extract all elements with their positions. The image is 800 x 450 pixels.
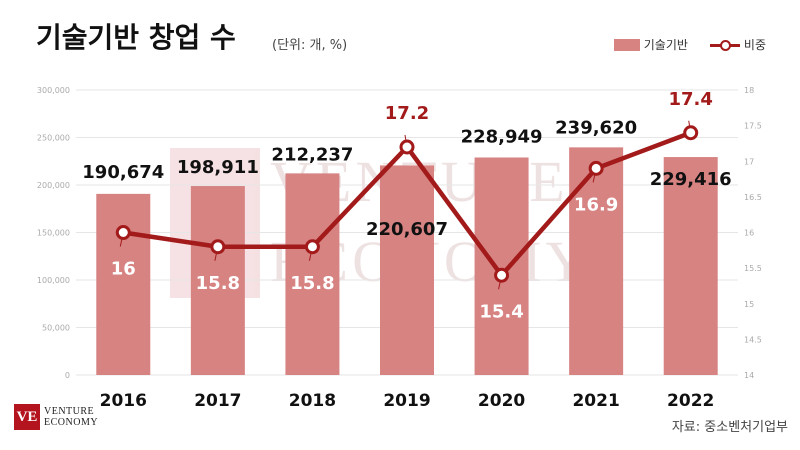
legend-bar-label: 기술기반 (643, 38, 688, 52)
x-tick-label: 2016 (100, 391, 147, 411)
y-left-tick-label: 50,000 (42, 324, 70, 333)
legend-line-swatch (709, 39, 740, 51)
y-right-tick-label: 16.5 (744, 193, 762, 202)
logo-words: VENTURE ECONOMY (44, 406, 98, 428)
bar-data-label: 212,237 (271, 144, 353, 165)
bar (474, 157, 529, 375)
x-tick-label: 2021 (572, 391, 619, 411)
y-left-tick-label: 300,000 (37, 86, 70, 95)
line-data-label: 15.4 (479, 301, 523, 322)
x-tick-label: 2020 (478, 391, 525, 411)
bar-data-label: 198,911 (177, 157, 259, 178)
line-data-label: 15.8 (290, 273, 334, 294)
line-marker (683, 125, 699, 141)
y-right-tick-label: 17.5 (744, 122, 762, 131)
brand-logo: VE VENTURE ECONOMY (14, 404, 98, 430)
y-left-tick-label: 200,000 (37, 181, 70, 190)
legend: 기술기반 비중 (613, 36, 766, 53)
legend-item-line: 비중 (709, 36, 766, 53)
x-tick-label: 2019 (383, 391, 430, 411)
bar (663, 157, 718, 375)
bar-data-label: 190,674 (82, 162, 164, 183)
y-left-tick-label: 100,000 (37, 276, 70, 285)
y-right-tick-label: 15 (744, 300, 754, 309)
legend-item-bar: 기술기반 (613, 36, 688, 53)
line-marker (115, 225, 131, 240)
line-marker (210, 239, 226, 255)
logo-line2: ECONOMY (44, 417, 99, 428)
bar (569, 147, 624, 375)
line-marker (399, 139, 415, 155)
logo-mark: VE (14, 404, 40, 430)
bar (380, 165, 434, 375)
x-tick-label: 2018 (289, 391, 336, 411)
y-left-tick-label: 150,000 (37, 229, 70, 238)
y-right-tick-label: 14 (744, 371, 754, 380)
logo-line1: VENTURE (44, 406, 95, 417)
unit-label: (단위: 개, %) (272, 38, 348, 53)
y-right-tick-label: 17 (744, 157, 754, 166)
legend-bar-swatch (613, 38, 640, 51)
bar-data-label: 220,607 (366, 219, 448, 240)
y-left-tick-label: 0 (65, 371, 70, 380)
y-left-tick-label: 250,000 (37, 134, 70, 143)
source-note: 자료: 중소벤처기업부 (671, 420, 788, 435)
line-marker (304, 239, 320, 255)
line-data-label: 16 (111, 259, 136, 280)
bar (190, 186, 245, 375)
line-marker (494, 267, 510, 283)
line-marker (588, 160, 604, 176)
bar-data-label: 228,949 (461, 126, 543, 147)
chart-title: 기술기반 창업 수 (36, 21, 236, 54)
x-tick-label: 2022 (667, 391, 714, 411)
bar (96, 193, 151, 375)
line-data-label: 17.4 (669, 89, 713, 110)
bar-data-label: 239,620 (555, 117, 637, 138)
y-right-tick-label: 18 (744, 86, 754, 95)
y-right-tick-label: 16 (744, 229, 754, 238)
legend-line-label: 비중 (743, 38, 766, 52)
bar (285, 173, 340, 375)
line-data-label: 15.8 (196, 273, 240, 294)
x-tick-label: 2017 (194, 391, 241, 411)
bar-data-label: 229,416 (650, 169, 732, 190)
y-right-tick-label: 15.5 (744, 264, 762, 273)
line-data-label: 17.2 (385, 103, 429, 124)
line-data-label: 16.9 (574, 194, 618, 215)
y-right-tick-label: 14.5 (744, 335, 762, 344)
